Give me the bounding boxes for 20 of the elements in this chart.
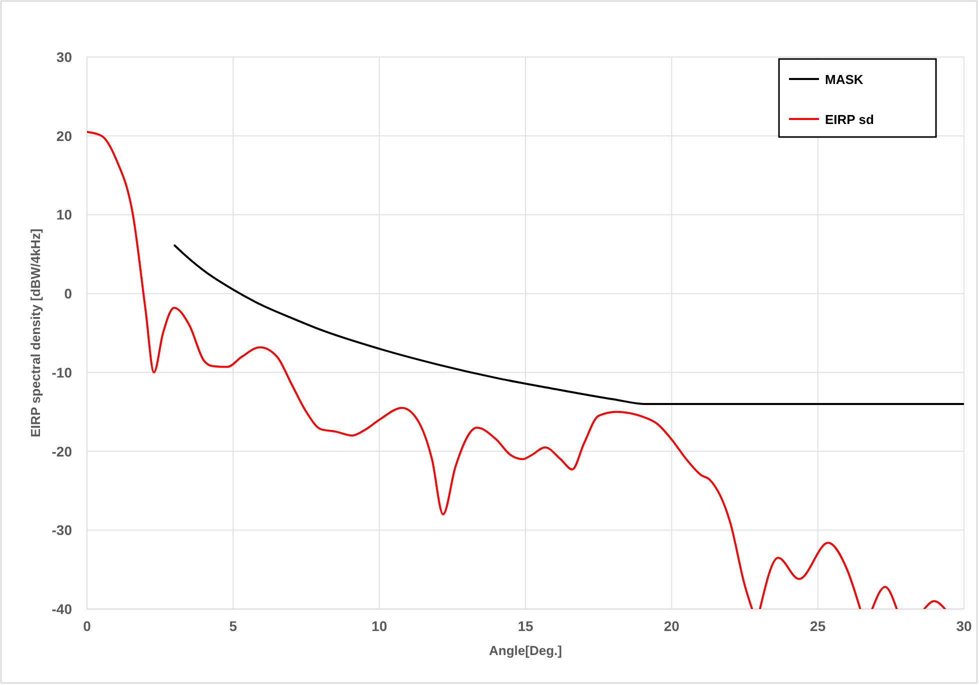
x-tick-label: 25 <box>810 618 826 634</box>
legend-label: EIRP sd <box>825 112 874 127</box>
x-tick-label: 20 <box>664 618 680 634</box>
x-tick-label: 5 <box>229 618 238 634</box>
y-axis-title: EIRP spectral density [dBW/4kHz] <box>28 228 43 438</box>
y-tick-label: -10 <box>52 364 72 380</box>
y-tick-label: 0 <box>64 286 72 302</box>
line-series <box>174 244 964 405</box>
x-tick-label: 15 <box>518 618 534 634</box>
y-tick-label: -20 <box>52 443 72 460</box>
x-tick-label: 0 <box>83 618 92 634</box>
x-axis-title: Angle[Deg.] <box>489 643 562 658</box>
x-tick-label: 30 <box>956 618 972 634</box>
x-tick-label: 10 <box>372 618 388 634</box>
y-tick-label: 30 <box>56 49 72 65</box>
legend-label: MASK <box>825 72 864 87</box>
y-tick-label: 20 <box>56 128 72 144</box>
y-tick-label: 10 <box>56 206 72 223</box>
y-tick-label: -30 <box>52 522 72 538</box>
y-tick-label: -40 <box>52 601 72 617</box>
